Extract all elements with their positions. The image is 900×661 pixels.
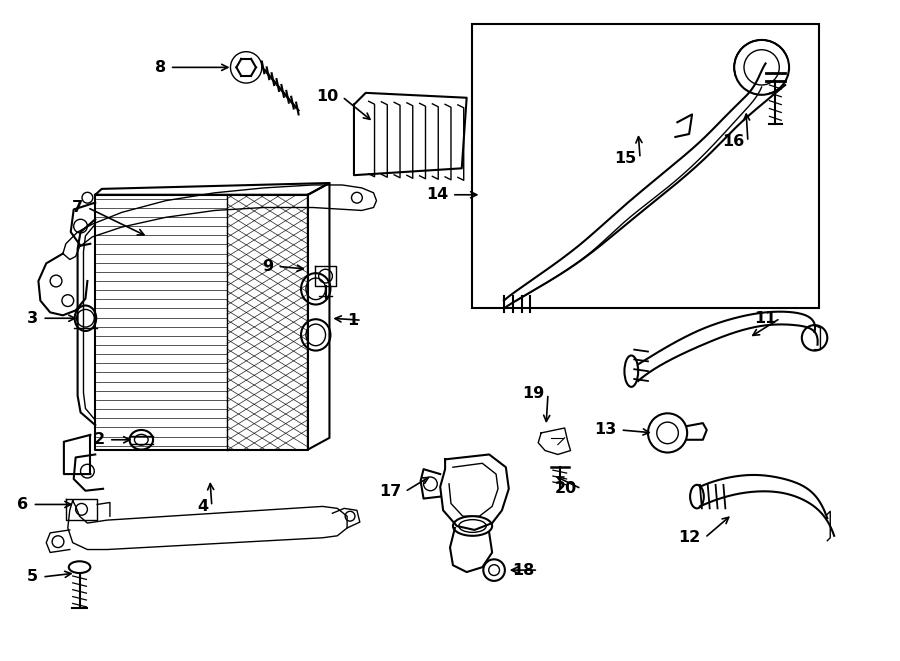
Text: 3: 3 [27, 311, 39, 326]
Text: 7: 7 [72, 200, 84, 215]
Text: 2: 2 [94, 432, 105, 447]
Text: 15: 15 [614, 151, 636, 166]
Text: 1: 1 [346, 313, 358, 328]
Text: 8: 8 [155, 60, 166, 75]
Text: 20: 20 [555, 481, 578, 496]
Text: 13: 13 [594, 422, 616, 438]
Ellipse shape [301, 273, 330, 305]
Text: 10: 10 [316, 89, 338, 104]
Text: 19: 19 [522, 386, 544, 401]
Text: 12: 12 [679, 530, 701, 545]
Text: 18: 18 [512, 563, 535, 578]
Text: 9: 9 [263, 259, 274, 274]
Text: 4: 4 [197, 499, 208, 514]
Circle shape [734, 40, 789, 95]
Ellipse shape [130, 430, 153, 449]
Text: 14: 14 [426, 187, 448, 202]
Ellipse shape [68, 561, 90, 573]
Circle shape [483, 559, 505, 581]
Text: 17: 17 [379, 485, 401, 499]
Bar [472, 24, 820, 309]
Text: 6: 6 [17, 497, 29, 512]
Text: 5: 5 [27, 570, 39, 584]
Ellipse shape [301, 319, 330, 350]
Circle shape [648, 413, 688, 453]
Text: 16: 16 [722, 134, 744, 149]
Text: 11: 11 [754, 311, 777, 326]
Ellipse shape [75, 305, 96, 331]
Ellipse shape [453, 516, 492, 536]
